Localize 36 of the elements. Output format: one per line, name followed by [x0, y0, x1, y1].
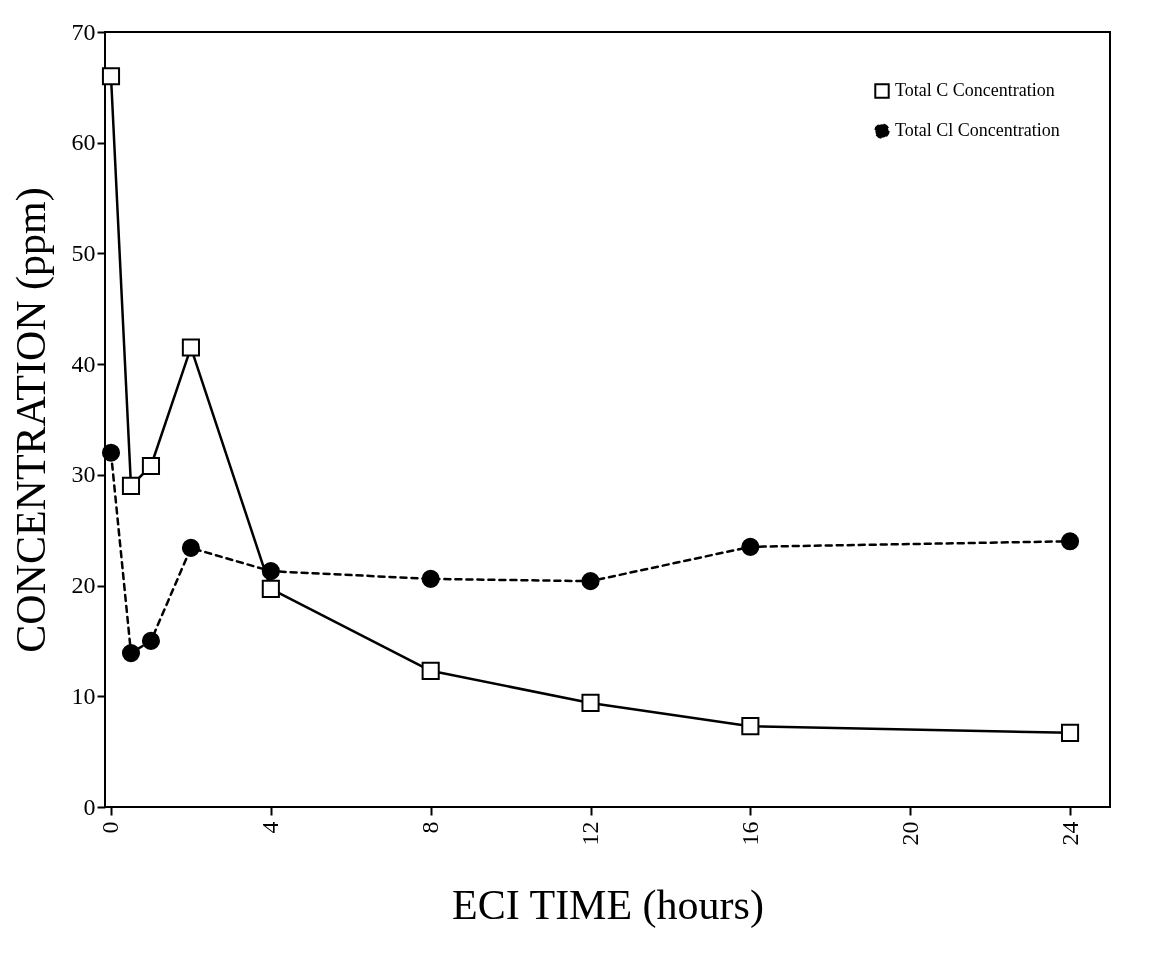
x-tick-label: 16: [736, 821, 763, 846]
x-tick-label: 12: [577, 821, 604, 846]
y-tick-label: 40: [71, 350, 96, 377]
y-tick-label: 60: [71, 129, 96, 156]
point: [141, 456, 161, 476]
x-axis-title: ECI TIME (hours): [452, 881, 764, 929]
y-axis-title: CONCENTRATION (ppm): [7, 187, 55, 653]
point: [121, 644, 141, 663]
point: [581, 572, 600, 591]
y-tick-label: 30: [71, 461, 96, 488]
point: [121, 476, 141, 495]
y-tick-label: 20: [71, 572, 96, 599]
y-tick-label: 10: [71, 682, 96, 709]
point: [181, 338, 200, 357]
point: [581, 693, 600, 712]
point: [101, 67, 121, 86]
point: [1060, 723, 1080, 742]
x-tick-label: 4: [257, 821, 284, 834]
point: [101, 443, 121, 462]
point: [141, 631, 161, 650]
point: [741, 717, 760, 736]
x-tick-label: 8: [417, 821, 444, 834]
point: [741, 537, 760, 556]
point: [261, 579, 280, 598]
point: [421, 661, 440, 680]
point: [181, 538, 200, 557]
y-tick-label: 70: [71, 18, 96, 45]
legend-label: Total Cl Concentration: [895, 120, 1060, 140]
point: [421, 569, 440, 588]
x-tick-label: 20: [896, 821, 923, 846]
point: [261, 562, 280, 581]
x-tick-label: 0: [97, 821, 124, 834]
point: [1060, 532, 1080, 551]
y-tick-label: 50: [71, 239, 96, 266]
legend-label: Total C Concentration: [895, 80, 1055, 100]
x-tick-label: 24: [1056, 821, 1083, 846]
